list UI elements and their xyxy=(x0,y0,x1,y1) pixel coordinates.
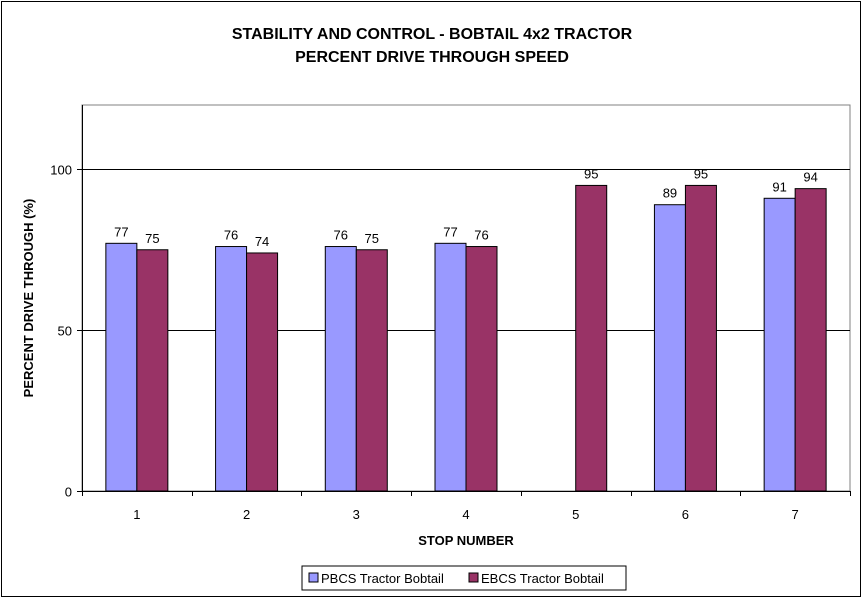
bar-s1-3 xyxy=(355,249,388,492)
data-label-s1-6: 95 xyxy=(694,166,708,181)
x-tick-label-3: 3 xyxy=(353,507,360,522)
y-tick-label-100: 100 xyxy=(50,163,72,178)
x-tick-label-7: 7 xyxy=(792,507,799,522)
data-label-s1-1: 75 xyxy=(145,231,159,246)
data-label-s0-2: 76 xyxy=(224,228,238,243)
bar-s0-6 xyxy=(653,204,686,492)
data-label-s1-2: 74 xyxy=(255,234,269,249)
data-label-s0-3: 76 xyxy=(334,228,348,243)
data-label-s1-3: 75 xyxy=(365,231,379,246)
data-label-s0-6: 89 xyxy=(663,186,677,201)
legend-swatch-pbcs xyxy=(308,572,319,583)
x-tick-label-4: 4 xyxy=(462,507,469,522)
y-tick-label-0: 0 xyxy=(65,485,72,500)
y-axis-title: PERCENT DRIVE THROUGH (%) xyxy=(21,199,36,398)
x-tick-label-5: 5 xyxy=(572,507,579,522)
bar-s0-2 xyxy=(215,246,248,492)
data-label-s1-4: 76 xyxy=(474,228,488,243)
chart-title: STABILITY AND CONTROL - BOBTAIL 4x2 TRAC… xyxy=(232,26,633,43)
legend: PBCS Tractor Bobtail EBCS Tractor Bobtai… xyxy=(301,565,627,591)
bar-s1-4 xyxy=(465,246,498,492)
bar-s1-7 xyxy=(794,188,827,492)
x-tick-label-1: 1 xyxy=(133,507,140,522)
data-labels: 77 76 76 77 89 91 75 74 75 76 95 95 94 xyxy=(114,166,818,249)
chart-subtitle: PERCENT DRIVE THROUGH SPEED xyxy=(295,49,569,66)
legend-swatch-ebcs xyxy=(468,572,479,583)
axes: 0 50 100 1 2 3 4 5 6 7 xyxy=(50,105,851,522)
data-label-s0-1: 77 xyxy=(114,224,128,239)
bar-s1-2 xyxy=(246,252,279,492)
bar-s0-4 xyxy=(434,242,467,492)
x-tick-label-6: 6 xyxy=(682,507,689,522)
data-label-s0-4: 77 xyxy=(443,224,457,239)
bar-s0-1 xyxy=(105,242,138,492)
legend-label-pbcs: PBCS Tractor Bobtail xyxy=(321,571,444,586)
bar-s1-1 xyxy=(136,249,169,492)
legend-box xyxy=(301,565,627,591)
bar-s0-7 xyxy=(763,197,796,492)
data-label-s1-7: 94 xyxy=(803,170,817,185)
bar-s1-5 xyxy=(575,184,608,492)
legend-label-ebcs: EBCS Tractor Bobtail xyxy=(481,571,604,586)
data-label-s1-5: 95 xyxy=(584,166,598,181)
y-tick-label-50: 50 xyxy=(58,324,72,339)
x-tick-label-2: 2 xyxy=(243,507,250,522)
bar-s1-6 xyxy=(684,184,717,492)
bar-s0-3 xyxy=(324,246,357,492)
data-label-s0-7: 91 xyxy=(772,179,786,194)
bars xyxy=(105,184,827,492)
x-axis-title: STOP NUMBER xyxy=(418,533,514,548)
